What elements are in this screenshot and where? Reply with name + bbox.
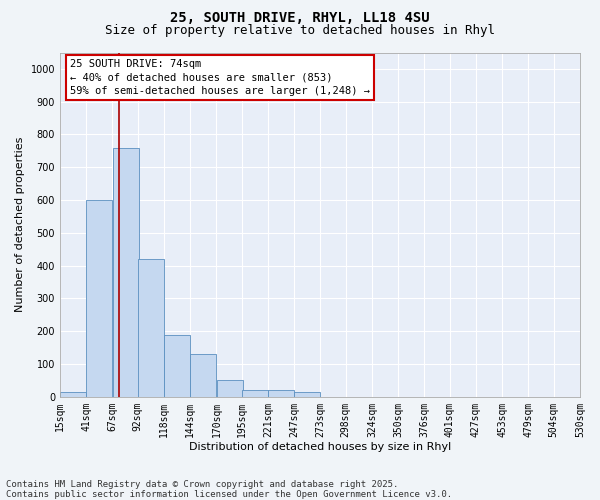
Y-axis label: Number of detached properties: Number of detached properties — [15, 137, 25, 312]
Bar — [164, 334, 190, 397]
Text: Size of property relative to detached houses in Rhyl: Size of property relative to detached ho… — [105, 24, 495, 37]
X-axis label: Distribution of detached houses by size in Rhyl: Distribution of detached houses by size … — [189, 442, 451, 452]
Bar — [190, 354, 216, 397]
Bar — [138, 259, 164, 397]
Text: 25 SOUTH DRIVE: 74sqm
← 40% of detached houses are smaller (853)
59% of semi-det: 25 SOUTH DRIVE: 74sqm ← 40% of detached … — [70, 60, 370, 96]
Text: Contains HM Land Registry data © Crown copyright and database right 2025.
Contai: Contains HM Land Registry data © Crown c… — [6, 480, 452, 499]
Bar — [113, 148, 139, 397]
Text: 25, SOUTH DRIVE, RHYL, LL18 4SU: 25, SOUTH DRIVE, RHYL, LL18 4SU — [170, 11, 430, 25]
Bar — [217, 380, 242, 397]
Bar — [268, 390, 294, 397]
Bar — [86, 200, 112, 397]
Bar — [60, 392, 86, 397]
Bar — [242, 390, 268, 397]
Bar — [295, 392, 320, 397]
